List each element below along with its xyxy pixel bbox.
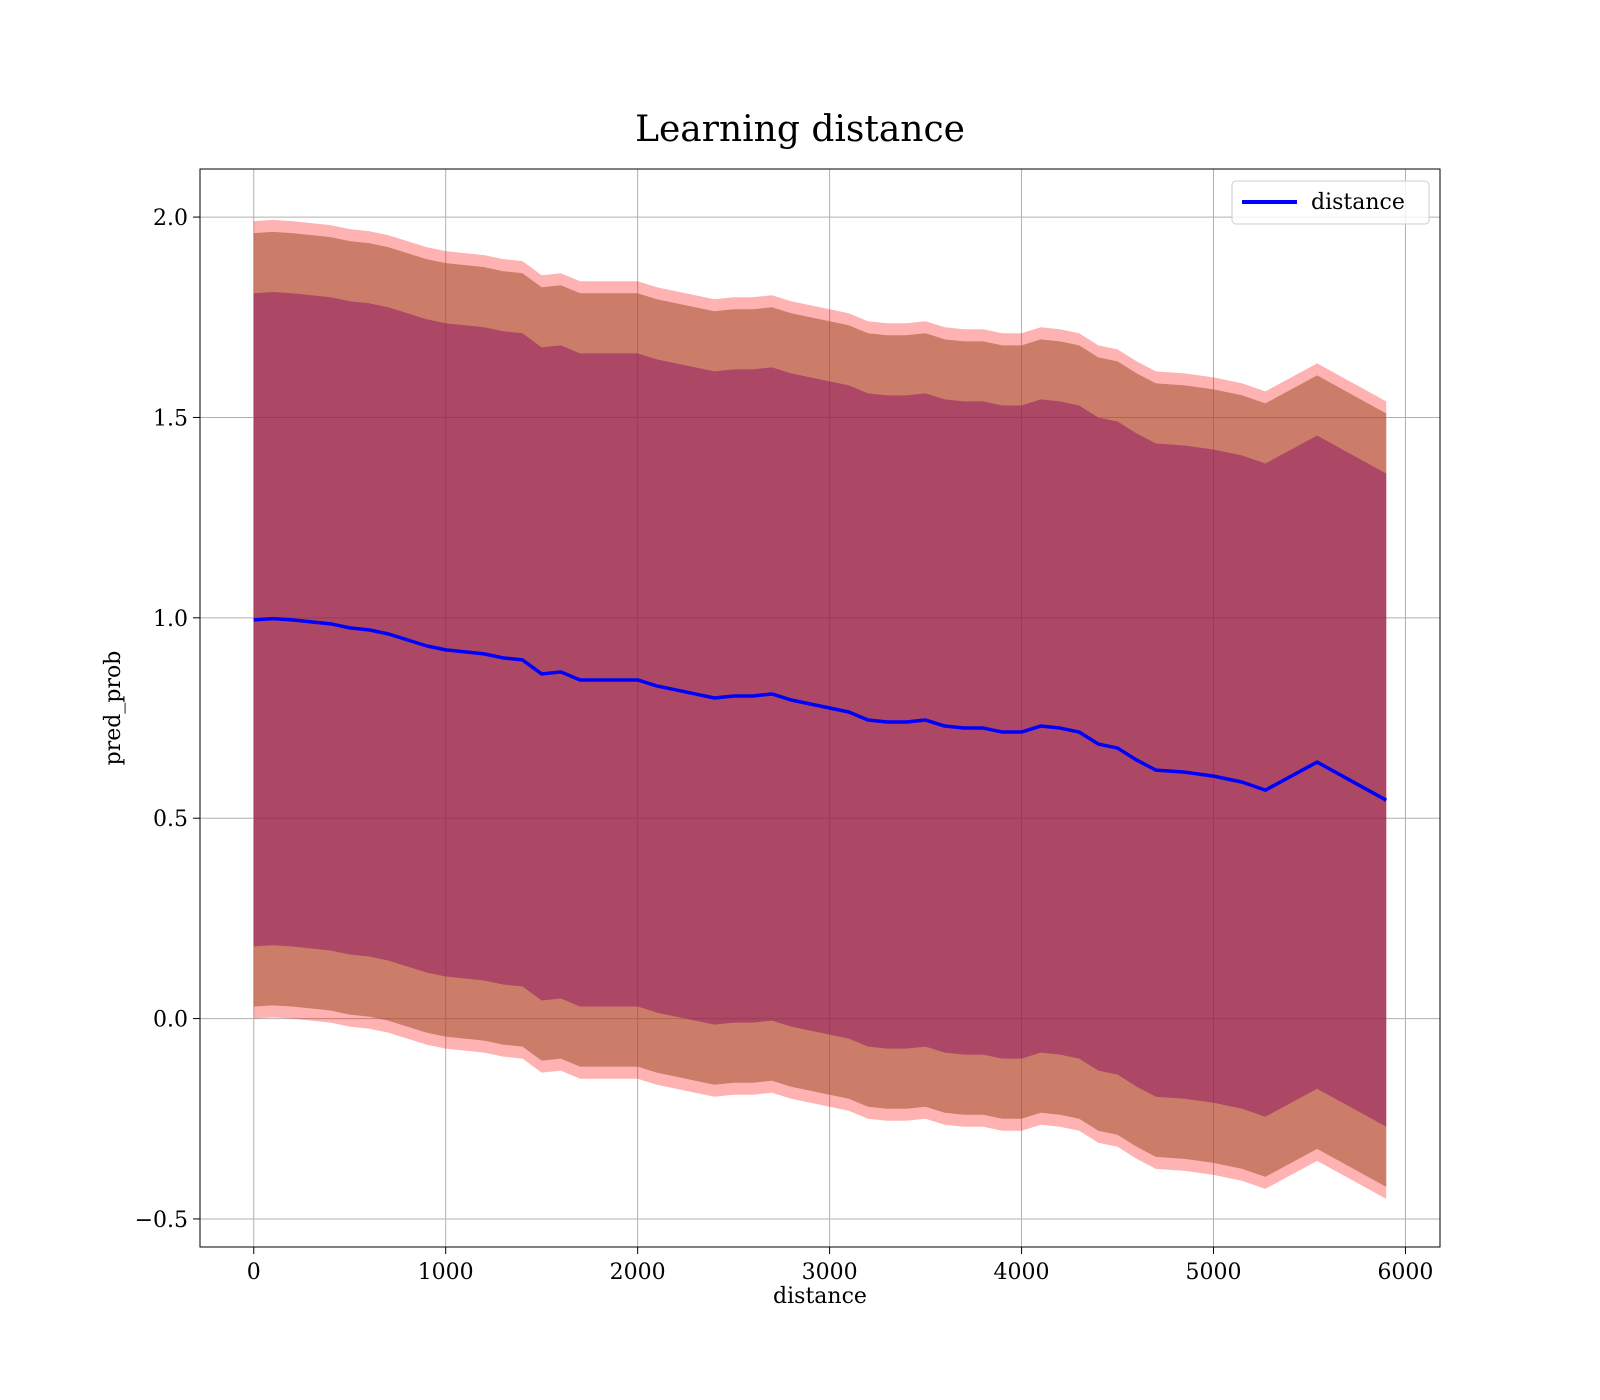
series-line-distance [253, 616, 1388, 802]
y-tick-label: 2.0 [153, 206, 188, 231]
x-tick-label: 1000 [418, 1260, 474, 1285]
chart-title: Learning distance [635, 109, 965, 150]
legend-box [1231, 180, 1430, 225]
x-axis-label: distance [773, 1284, 867, 1309]
confidence-bands [253, 219, 1387, 1199]
y-tick-label: −0.5 [135, 1208, 188, 1233]
x-tick-label: 3000 [802, 1260, 858, 1285]
y-axis-label: pred_prob [101, 651, 126, 766]
y-tick-label: 0.0 [153, 1008, 188, 1033]
x-tick-label: 0 [247, 1260, 261, 1285]
y-tick-label: 1.0 [153, 607, 188, 632]
x-tick-label: 4000 [994, 1260, 1050, 1285]
legend: distance [1231, 180, 1430, 225]
y-tick-label: 0.5 [153, 807, 188, 832]
y-tick-label: 1.5 [153, 406, 188, 431]
x-tick-label: 6000 [1377, 1260, 1433, 1285]
x-tick-label: 2000 [610, 1260, 666, 1285]
middle-band [253, 231, 1387, 1187]
series-lines [253, 616, 1388, 802]
inner-band [253, 292, 1387, 1127]
axis-ticks: 0 1000 2000 3000 4000 5000 6000 −0.5 0.0 0.5 1.0 1.… [135, 206, 1434, 1285]
x-tick-label: 5000 [1185, 1260, 1241, 1285]
legend-label-distance: distance [1311, 190, 1405, 215]
plot-frame [199, 168, 1441, 1248]
